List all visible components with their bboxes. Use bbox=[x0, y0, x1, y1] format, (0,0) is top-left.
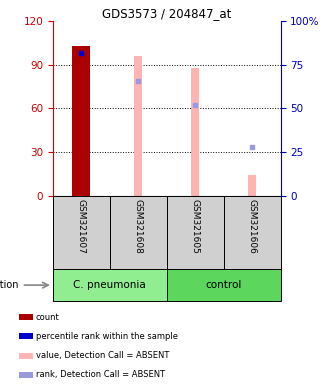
Text: infection: infection bbox=[0, 280, 19, 290]
Bar bbox=[224, 196, 280, 269]
Bar bbox=[19, 372, 33, 378]
Bar bbox=[72, 46, 90, 196]
Bar bbox=[53, 196, 110, 269]
Text: value, Detection Call = ABSENT: value, Detection Call = ABSENT bbox=[36, 351, 169, 360]
Bar bbox=[167, 269, 280, 301]
Text: control: control bbox=[205, 280, 242, 290]
Text: GSM321607: GSM321607 bbox=[77, 200, 86, 254]
Bar bbox=[167, 196, 224, 269]
Bar bbox=[110, 196, 167, 269]
Text: count: count bbox=[36, 313, 59, 322]
Text: C. pneumonia: C. pneumonia bbox=[73, 280, 146, 290]
Bar bbox=[248, 175, 256, 196]
Bar bbox=[191, 68, 199, 196]
Bar bbox=[19, 353, 33, 359]
Text: rank, Detection Call = ABSENT: rank, Detection Call = ABSENT bbox=[36, 370, 165, 379]
Bar bbox=[135, 56, 142, 196]
Text: GSM321605: GSM321605 bbox=[191, 200, 200, 254]
Bar bbox=[53, 269, 167, 301]
Text: percentile rank within the sample: percentile rank within the sample bbox=[36, 332, 178, 341]
Text: GSM321608: GSM321608 bbox=[134, 200, 143, 254]
Bar bbox=[19, 314, 33, 320]
Title: GDS3573 / 204847_at: GDS3573 / 204847_at bbox=[102, 7, 231, 20]
Bar bbox=[19, 333, 33, 339]
Text: GSM321606: GSM321606 bbox=[248, 200, 256, 254]
